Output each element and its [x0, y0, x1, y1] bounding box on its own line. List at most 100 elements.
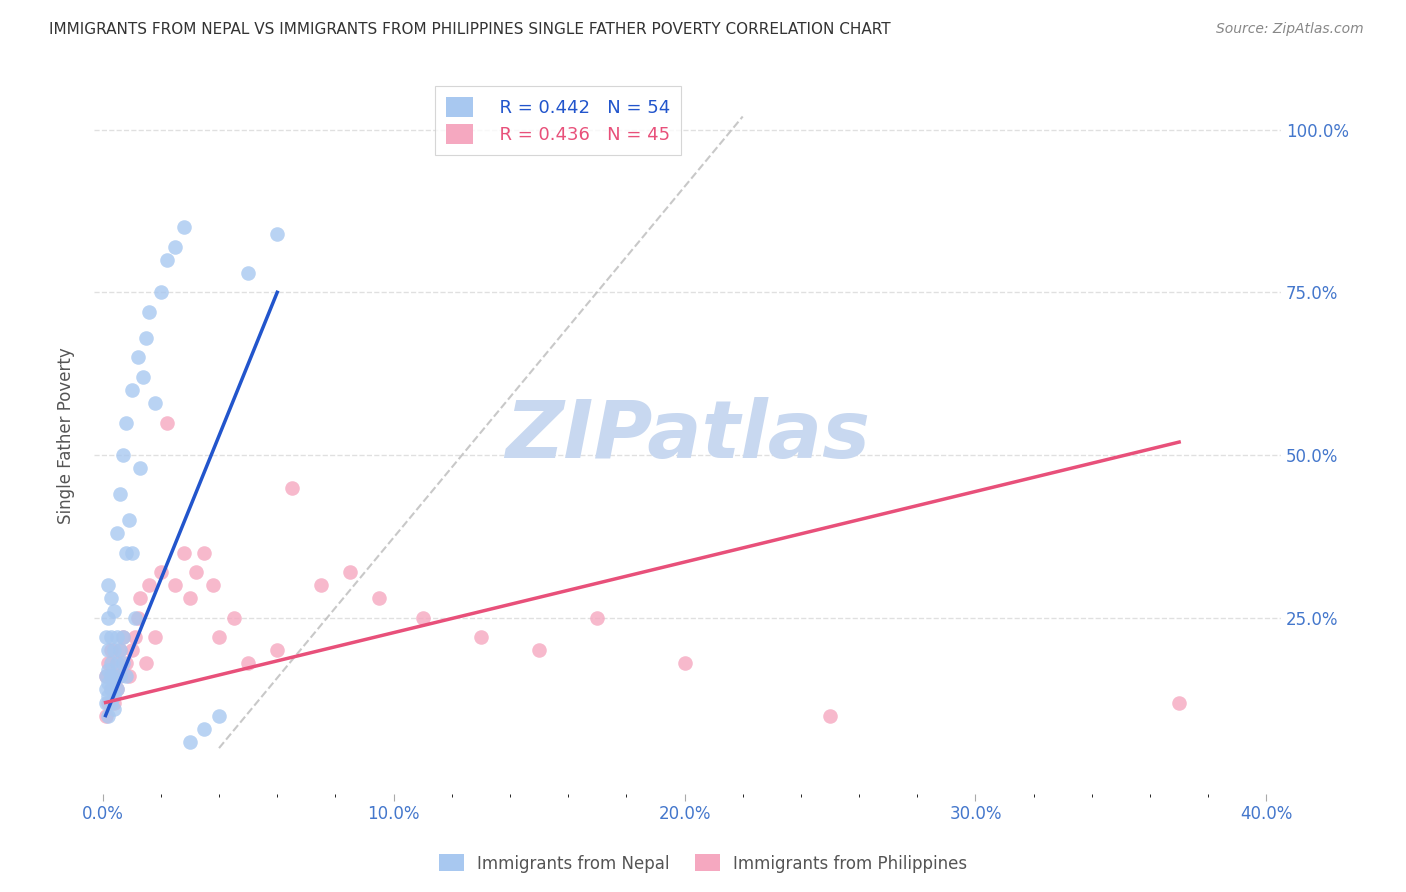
Point — [193, 546, 215, 560]
Point — [94, 631, 117, 645]
Point — [149, 285, 172, 300]
Point — [97, 578, 120, 592]
Text: IMMIGRANTS FROM NEPAL VS IMMIGRANTS FROM PHILIPPINES SINGLE FATHER POVERTY CORRE: IMMIGRANTS FROM NEPAL VS IMMIGRANTS FROM… — [49, 22, 891, 37]
Point — [309, 578, 332, 592]
Point — [108, 643, 131, 657]
Point — [94, 708, 117, 723]
Point — [108, 487, 131, 501]
Point — [111, 631, 134, 645]
Point — [108, 669, 131, 683]
Y-axis label: Single Father Poverty: Single Father Poverty — [58, 347, 75, 524]
Point — [115, 669, 138, 683]
Point — [100, 631, 122, 645]
Point — [236, 657, 259, 671]
Point — [97, 676, 120, 690]
Point — [129, 591, 152, 606]
Point — [97, 611, 120, 625]
Point — [208, 631, 231, 645]
Point — [105, 682, 128, 697]
Point — [103, 669, 125, 683]
Point — [105, 526, 128, 541]
Point — [470, 631, 492, 645]
Point — [105, 631, 128, 645]
Point — [124, 631, 146, 645]
Point — [818, 708, 841, 723]
Point — [138, 578, 160, 592]
Point — [527, 643, 550, 657]
Point — [105, 682, 128, 697]
Point — [121, 383, 143, 397]
Point — [103, 669, 125, 683]
Point — [100, 682, 122, 697]
Point — [165, 578, 187, 592]
Point — [118, 669, 141, 683]
Point — [97, 657, 120, 671]
Point — [156, 252, 179, 267]
Point — [173, 546, 195, 560]
Text: ZIPatlas: ZIPatlas — [505, 397, 870, 475]
Point — [111, 657, 134, 671]
Point — [586, 611, 609, 625]
Point — [138, 305, 160, 319]
Point — [121, 546, 143, 560]
Legend:   R = 0.442   N = 54,   R = 0.436   N = 45: R = 0.442 N = 54, R = 0.436 N = 45 — [436, 87, 681, 155]
Point — [222, 611, 245, 625]
Point — [156, 416, 179, 430]
Point — [100, 682, 122, 697]
Point — [673, 657, 696, 671]
Point — [118, 513, 141, 527]
Point — [100, 696, 122, 710]
Point — [100, 591, 122, 606]
Point — [103, 604, 125, 618]
Point — [97, 708, 120, 723]
Point — [103, 689, 125, 703]
Point — [135, 331, 157, 345]
Point — [100, 669, 122, 683]
Point — [115, 546, 138, 560]
Point — [97, 696, 120, 710]
Point — [132, 370, 155, 384]
Point — [124, 611, 146, 625]
Point — [143, 396, 166, 410]
Point — [94, 682, 117, 697]
Point — [208, 708, 231, 723]
Point — [105, 657, 128, 671]
Point — [111, 631, 134, 645]
Point — [121, 643, 143, 657]
Point — [179, 734, 201, 748]
Point — [108, 669, 131, 683]
Legend: Immigrants from Nepal, Immigrants from Philippines: Immigrants from Nepal, Immigrants from P… — [432, 847, 974, 880]
Point — [266, 227, 288, 241]
Point — [97, 689, 120, 703]
Point — [103, 696, 125, 710]
Point — [173, 220, 195, 235]
Point — [135, 657, 157, 671]
Point — [100, 657, 122, 671]
Point — [94, 669, 117, 683]
Point — [339, 566, 361, 580]
Point — [111, 448, 134, 462]
Point — [179, 591, 201, 606]
Point — [149, 566, 172, 580]
Point — [165, 240, 187, 254]
Point — [127, 351, 149, 365]
Text: Source: ZipAtlas.com: Source: ZipAtlas.com — [1216, 22, 1364, 37]
Point — [105, 657, 128, 671]
Point — [412, 611, 434, 625]
Point — [184, 566, 207, 580]
Point — [97, 643, 120, 657]
Point — [108, 643, 131, 657]
Point — [94, 669, 117, 683]
Point — [115, 657, 138, 671]
Point — [143, 631, 166, 645]
Point — [202, 578, 225, 592]
Point — [103, 702, 125, 716]
Point — [103, 643, 125, 657]
Point — [97, 663, 120, 677]
Point — [193, 722, 215, 736]
Point — [236, 266, 259, 280]
Point — [1168, 696, 1191, 710]
Point — [100, 643, 122, 657]
Point — [266, 643, 288, 657]
Point — [127, 611, 149, 625]
